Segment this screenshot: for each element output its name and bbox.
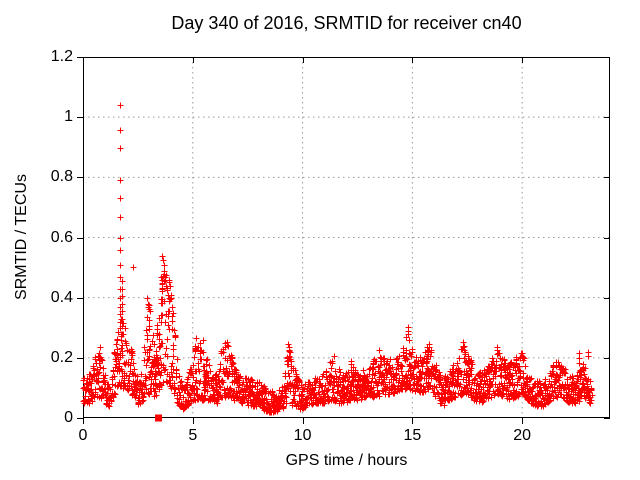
y-tick-label: 1.2 [50,48,73,65]
x-tick-label: 5 [188,427,198,444]
y-tick-label: 1 [64,108,73,126]
chart-title: Day 340 of 2016, SRMTID for receiver cn4… [171,13,522,33]
scatter-points [80,102,596,416]
y-tick-label: 0.8 [50,168,73,186]
x-tick-label: 20 [513,427,532,444]
x-tick-label: 15 [403,427,422,444]
y-tick-label: 0.6 [50,228,73,246]
axis-tick-marks [77,57,610,424]
square-marker-point [155,414,163,422]
x-tick-label: 0 [78,427,88,444]
y-tick-label: 0 [64,409,73,426]
x-tick-label: 10 [293,427,312,444]
x-axis-label: GPS time / hours [285,452,408,469]
y-tick-label: 0.2 [50,348,73,366]
plot-border [83,57,610,418]
y-tick-label: 0.4 [50,288,73,306]
